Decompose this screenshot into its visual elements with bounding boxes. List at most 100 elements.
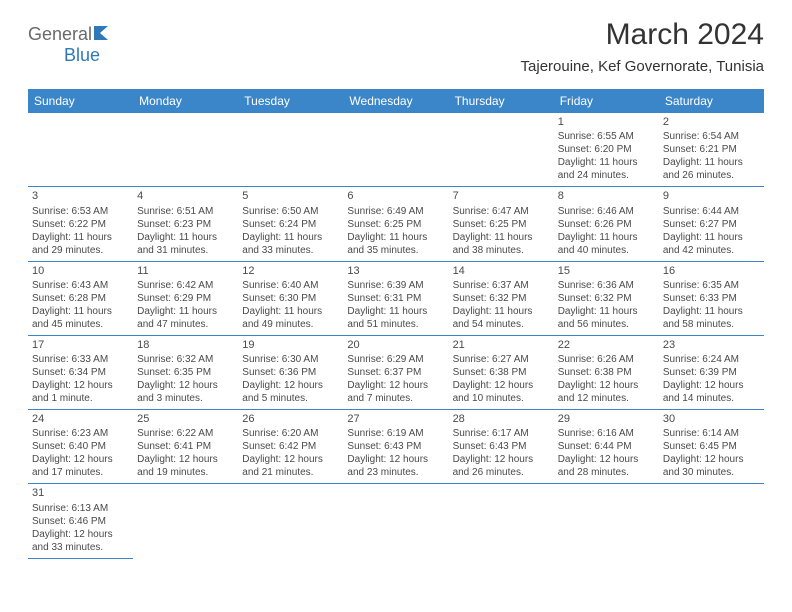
day-cell: 6Sunrise: 6:49 AMSunset: 6:25 PMDaylight… — [343, 187, 448, 260]
day-number: 10 — [32, 264, 129, 278]
daylight-text: Daylight: 11 hours and 45 minutes. — [32, 305, 129, 331]
sunset-text: Sunset: 6:25 PM — [347, 218, 444, 231]
sunset-text: Sunset: 6:38 PM — [558, 366, 655, 379]
week-row: 1Sunrise: 6:55 AMSunset: 6:20 PMDaylight… — [28, 113, 764, 187]
day-number: 16 — [663, 264, 760, 278]
day-number: 19 — [242, 338, 339, 352]
sunset-text: Sunset: 6:46 PM — [32, 515, 129, 528]
sunrise-text: Sunrise: 6:39 AM — [347, 279, 444, 292]
day-number: 5 — [242, 189, 339, 203]
day-number: 27 — [347, 412, 444, 426]
day-header: Saturday — [659, 89, 764, 113]
day-header: Sunday — [28, 89, 133, 113]
day-cell: 31Sunrise: 6:13 AMSunset: 6:46 PMDayligh… — [28, 484, 133, 558]
sunset-text: Sunset: 6:21 PM — [663, 143, 760, 156]
sunrise-text: Sunrise: 6:17 AM — [453, 427, 550, 440]
sunrise-text: Sunrise: 6:37 AM — [453, 279, 550, 292]
page-title: March 2024 — [521, 18, 764, 52]
day-cell: 12Sunrise: 6:40 AMSunset: 6:30 PMDayligh… — [238, 262, 343, 335]
daylight-text: Daylight: 12 hours and 28 minutes. — [558, 453, 655, 479]
sunset-text: Sunset: 6:29 PM — [137, 292, 234, 305]
sunset-text: Sunset: 6:35 PM — [137, 366, 234, 379]
sunrise-text: Sunrise: 6:26 AM — [558, 353, 655, 366]
sunrise-text: Sunrise: 6:20 AM — [242, 427, 339, 440]
day-number: 14 — [453, 264, 550, 278]
daylight-text: Daylight: 12 hours and 30 minutes. — [663, 453, 760, 479]
sunrise-text: Sunrise: 6:50 AM — [242, 205, 339, 218]
sunset-text: Sunset: 6:26 PM — [558, 218, 655, 231]
daylight-text: Daylight: 12 hours and 21 minutes. — [242, 453, 339, 479]
day-number: 11 — [137, 264, 234, 278]
sunrise-text: Sunrise: 6:53 AM — [32, 205, 129, 218]
day-cell: 10Sunrise: 6:43 AMSunset: 6:28 PMDayligh… — [28, 262, 133, 335]
sunrise-text: Sunrise: 6:14 AM — [663, 427, 760, 440]
empty-cell — [449, 484, 554, 558]
day-number: 4 — [137, 189, 234, 203]
day-cell: 13Sunrise: 6:39 AMSunset: 6:31 PMDayligh… — [343, 262, 448, 335]
day-cell: 18Sunrise: 6:32 AMSunset: 6:35 PMDayligh… — [133, 336, 238, 409]
daylight-text: Daylight: 12 hours and 5 minutes. — [242, 379, 339, 405]
daylight-text: Daylight: 11 hours and 49 minutes. — [242, 305, 339, 331]
sunrise-text: Sunrise: 6:46 AM — [558, 205, 655, 218]
logo-text: General Blue — [28, 24, 112, 66]
sunset-text: Sunset: 6:41 PM — [137, 440, 234, 453]
sunset-text: Sunset: 6:40 PM — [32, 440, 129, 453]
day-number: 23 — [663, 338, 760, 352]
day-cell: 3Sunrise: 6:53 AMSunset: 6:22 PMDaylight… — [28, 187, 133, 260]
day-cell: 4Sunrise: 6:51 AMSunset: 6:23 PMDaylight… — [133, 187, 238, 260]
day-number: 2 — [663, 115, 760, 129]
daylight-text: Daylight: 11 hours and 42 minutes. — [663, 231, 760, 257]
sunrise-text: Sunrise: 6:35 AM — [663, 279, 760, 292]
sunrise-text: Sunrise: 6:19 AM — [347, 427, 444, 440]
sunset-text: Sunset: 6:39 PM — [663, 366, 760, 379]
day-cell: 9Sunrise: 6:44 AMSunset: 6:27 PMDaylight… — [659, 187, 764, 260]
sunrise-text: Sunrise: 6:23 AM — [32, 427, 129, 440]
daylight-text: Daylight: 11 hours and 24 minutes. — [558, 156, 655, 182]
day-header: Wednesday — [343, 89, 448, 113]
sunset-text: Sunset: 6:27 PM — [663, 218, 760, 231]
sunrise-text: Sunrise: 6:44 AM — [663, 205, 760, 218]
sunset-text: Sunset: 6:20 PM — [558, 143, 655, 156]
day-cell: 19Sunrise: 6:30 AMSunset: 6:36 PMDayligh… — [238, 336, 343, 409]
daylight-text: Daylight: 12 hours and 23 minutes. — [347, 453, 444, 479]
calendar-header-row: SundayMondayTuesdayWednesdayThursdayFrid… — [28, 89, 764, 113]
sunrise-text: Sunrise: 6:51 AM — [137, 205, 234, 218]
empty-cell — [238, 484, 343, 558]
day-cell: 27Sunrise: 6:19 AMSunset: 6:43 PMDayligh… — [343, 410, 448, 483]
sunset-text: Sunset: 6:38 PM — [453, 366, 550, 379]
sunset-text: Sunset: 6:43 PM — [453, 440, 550, 453]
daylight-text: Daylight: 11 hours and 58 minutes. — [663, 305, 760, 331]
logo-text-2: Blue — [64, 45, 100, 65]
sunset-text: Sunset: 6:24 PM — [242, 218, 339, 231]
sunset-text: Sunset: 6:32 PM — [558, 292, 655, 305]
week-row: 10Sunrise: 6:43 AMSunset: 6:28 PMDayligh… — [28, 262, 764, 336]
sunset-text: Sunset: 6:32 PM — [453, 292, 550, 305]
day-cell: 23Sunrise: 6:24 AMSunset: 6:39 PMDayligh… — [659, 336, 764, 409]
day-number: 29 — [558, 412, 655, 426]
day-header: Friday — [554, 89, 659, 113]
sunset-text: Sunset: 6:30 PM — [242, 292, 339, 305]
day-cell: 8Sunrise: 6:46 AMSunset: 6:26 PMDaylight… — [554, 187, 659, 260]
day-number: 24 — [32, 412, 129, 426]
day-number: 7 — [453, 189, 550, 203]
day-cell: 11Sunrise: 6:42 AMSunset: 6:29 PMDayligh… — [133, 262, 238, 335]
day-number: 17 — [32, 338, 129, 352]
empty-cell — [343, 484, 448, 558]
day-cell: 16Sunrise: 6:35 AMSunset: 6:33 PMDayligh… — [659, 262, 764, 335]
empty-cell — [449, 113, 554, 186]
sunset-text: Sunset: 6:22 PM — [32, 218, 129, 231]
sunrise-text: Sunrise: 6:54 AM — [663, 130, 760, 143]
empty-cell — [238, 113, 343, 186]
day-number: 15 — [558, 264, 655, 278]
week-row: 17Sunrise: 6:33 AMSunset: 6:34 PMDayligh… — [28, 336, 764, 410]
daylight-text: Daylight: 12 hours and 14 minutes. — [663, 379, 760, 405]
sunrise-text: Sunrise: 6:24 AM — [663, 353, 760, 366]
sunset-text: Sunset: 6:34 PM — [32, 366, 129, 379]
empty-cell — [343, 113, 448, 186]
week-row: 24Sunrise: 6:23 AMSunset: 6:40 PM Dayligh… — [28, 410, 764, 484]
empty-cell — [133, 484, 238, 558]
sunset-text: Sunset: 6:28 PM — [32, 292, 129, 305]
daylight-text: Daylight: 11 hours and 26 minutes. — [663, 156, 760, 182]
day-cell: 2Sunrise: 6:54 AMSunset: 6:21 PMDaylight… — [659, 113, 764, 186]
sunset-text: Sunset: 6:33 PM — [663, 292, 760, 305]
